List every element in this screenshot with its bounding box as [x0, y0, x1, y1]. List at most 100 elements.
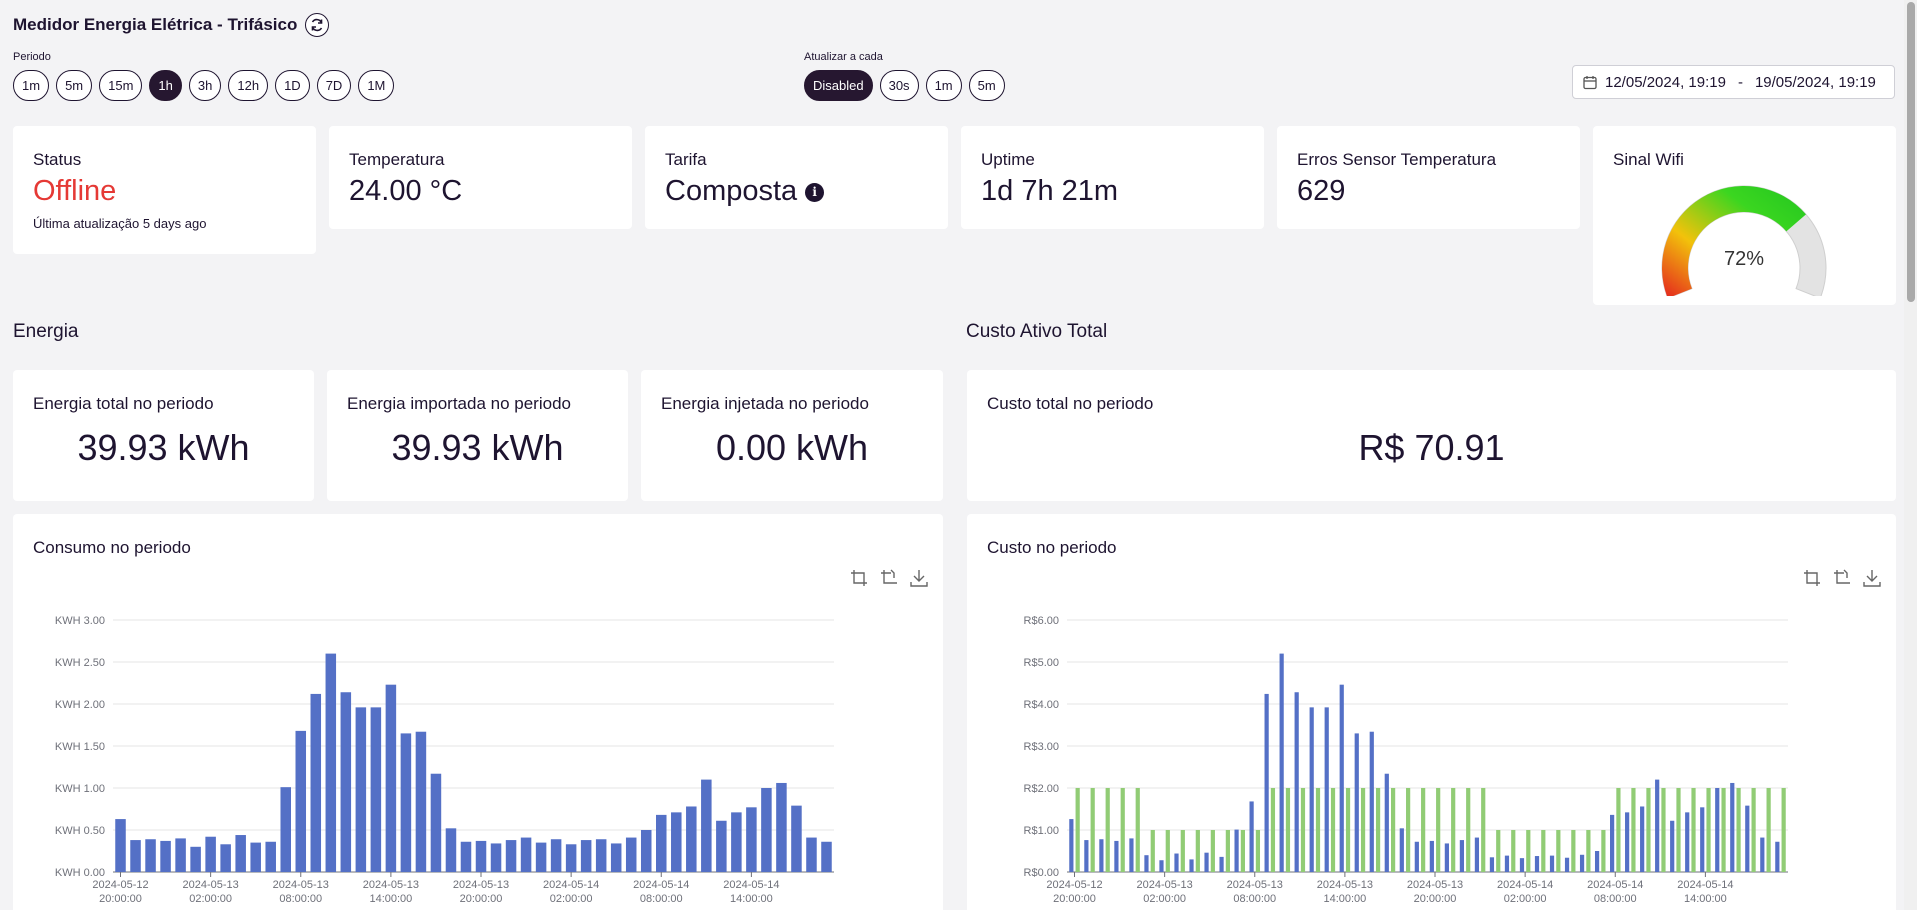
cost-chart-bar[interactable] — [1616, 788, 1621, 872]
consumption-chart-bar[interactable] — [235, 835, 246, 872]
cost-chart-bar[interactable] — [1700, 807, 1705, 872]
cost-chart-bar[interactable] — [1760, 837, 1765, 872]
cost-chart-bar[interactable] — [1324, 707, 1329, 872]
download-icon[interactable] — [1863, 569, 1881, 587]
period-option-1m[interactable]: 1m — [13, 70, 50, 101]
cost-chart-bar[interactable] — [1180, 830, 1185, 872]
consumption-chart-bar[interactable] — [205, 836, 216, 872]
cost-chart-bar[interactable] — [1114, 840, 1119, 872]
crop-icon[interactable] — [850, 569, 868, 587]
consumption-chart-bar[interactable] — [175, 838, 186, 872]
cost-chart-bar[interactable] — [1429, 840, 1434, 872]
cost-chart-bar[interactable] — [1526, 830, 1531, 872]
cost-chart-bar[interactable] — [1625, 812, 1630, 872]
info-icon[interactable]: i — [805, 182, 825, 202]
consumption-chart-bar[interactable] — [490, 843, 502, 872]
cost-chart-bar[interactable] — [1691, 788, 1696, 872]
consumption-chart-bar[interactable] — [625, 837, 637, 872]
consumption-chart-bar[interactable] — [130, 840, 141, 872]
consumption-chart-bar[interactable] — [505, 840, 517, 872]
consumption-chart-bar[interactable] — [325, 653, 337, 872]
reset-zoom-icon[interactable] — [880, 569, 898, 587]
cost-chart-bar[interactable] — [1105, 788, 1110, 872]
cost-chart-bar[interactable] — [1610, 814, 1615, 872]
cost-chart-bar[interactable] — [1234, 829, 1239, 872]
consumption-chart-bar[interactable] — [460, 841, 472, 872]
cost-chart-bar[interactable] — [1751, 788, 1756, 872]
cost-chart-bar[interactable] — [1534, 856, 1540, 872]
consumption-chart-bar[interactable] — [610, 843, 622, 872]
cost-chart-bar[interactable] — [1285, 788, 1291, 872]
cost-chart-bar[interactable] — [1309, 707, 1314, 872]
consumption-chart-bar[interactable] — [340, 692, 352, 872]
cost-chart-bar[interactable] — [1406, 788, 1411, 872]
cost-chart-bar[interactable] — [1781, 788, 1786, 872]
consumption-chart-bar[interactable] — [701, 779, 712, 872]
period-option-5m[interactable]: 5m — [56, 70, 93, 101]
period-option-15m[interactable]: 15m — [99, 70, 143, 101]
consumption-chart-bar[interactable] — [430, 773, 442, 872]
cost-chart-bar[interactable] — [1489, 857, 1495, 872]
cost-chart-bar[interactable] — [1159, 860, 1164, 872]
cost-chart-bar[interactable] — [1481, 788, 1486, 872]
period-option-1d[interactable]: 1D — [275, 70, 310, 101]
cost-chart-bar[interactable] — [1375, 788, 1381, 872]
consumption-chart-bar[interactable] — [550, 839, 562, 872]
page-scrollbar[interactable] — [1904, 0, 1917, 910]
consumption-chart-bar[interactable] — [776, 782, 787, 872]
cost-chart-bar[interactable] — [1165, 830, 1170, 872]
cost-chart-bar[interactable] — [1129, 838, 1134, 872]
download-icon[interactable] — [910, 569, 928, 587]
consumption-chart-bar[interactable] — [280, 787, 291, 872]
cost-chart-bar[interactable] — [1451, 788, 1456, 872]
cost-chart-bar[interactable] — [1579, 854, 1585, 872]
cost-chart-bar[interactable] — [1099, 839, 1104, 872]
cost-chart-bar[interactable] — [1556, 830, 1561, 872]
cost-chart-bar[interactable] — [1069, 819, 1074, 872]
cost-chart-bar[interactable] — [1264, 693, 1269, 872]
cost-chart-bar[interactable] — [1730, 782, 1735, 872]
cost-chart-bar[interactable] — [1414, 841, 1419, 872]
cost-chart-bar[interactable] — [1075, 788, 1080, 872]
cost-chart-bar[interactable] — [1270, 788, 1276, 872]
cost-chart-bar[interactable] — [1571, 830, 1576, 872]
cost-chart-bar[interactable] — [1646, 788, 1651, 872]
cost-chart-bar[interactable] — [1766, 788, 1771, 872]
cost-chart-bar[interactable] — [1330, 788, 1336, 872]
consumption-chart-bar[interactable] — [686, 806, 697, 872]
cost-chart-bar[interactable] — [1084, 840, 1089, 872]
cost-chart-bar[interactable] — [1204, 852, 1209, 872]
period-option-12h[interactable]: 12h — [228, 70, 269, 101]
consumption-chart-bar[interactable] — [640, 830, 652, 872]
cost-chart-bar[interactable] — [1249, 801, 1254, 872]
reset-zoom-icon[interactable] — [1833, 569, 1851, 587]
consumption-chart-bar[interactable] — [250, 842, 261, 872]
consumption-chart-bar[interactable] — [415, 731, 427, 872]
cost-chart-bar[interactable] — [1715, 788, 1720, 872]
cost-chart-bar[interactable] — [1240, 830, 1245, 872]
consumption-chart-bar[interactable] — [791, 805, 802, 872]
consumption-chart-bar[interactable] — [160, 840, 171, 872]
cost-chart-bar[interactable] — [1631, 788, 1636, 872]
cost-chart-bar[interactable] — [1685, 812, 1690, 872]
consumption-chart-bar[interactable] — [295, 730, 307, 872]
cost-chart-bar[interactable] — [1174, 853, 1179, 872]
cost-chart-bar[interactable] — [1144, 855, 1149, 872]
cost-chart-bar[interactable] — [1496, 830, 1501, 872]
cost-chart-bar[interactable] — [1549, 855, 1555, 872]
refresh-option-5m[interactable]: 5m — [968, 70, 1005, 101]
cost-chart-bar[interactable] — [1670, 820, 1675, 872]
cost-chart-bar[interactable] — [1120, 788, 1125, 872]
consumption-chart-bar[interactable] — [595, 839, 607, 872]
cost-chart-bar[interactable] — [1369, 731, 1374, 872]
cost-chart-bar[interactable] — [1360, 788, 1366, 872]
cost-chart-bar[interactable] — [1294, 692, 1299, 872]
consumption-chart-bar[interactable] — [761, 788, 772, 872]
period-option-1h[interactable]: 1h — [149, 70, 182, 101]
cost-chart-bar[interactable] — [1676, 788, 1681, 872]
cost-chart-bar[interactable] — [1736, 788, 1741, 872]
cost-chart-bar[interactable] — [1225, 830, 1230, 872]
cost-chart-bar[interactable] — [1541, 830, 1546, 872]
cost-chart-bar[interactable] — [1459, 840, 1465, 872]
cost-chart-bar[interactable] — [1745, 805, 1750, 872]
